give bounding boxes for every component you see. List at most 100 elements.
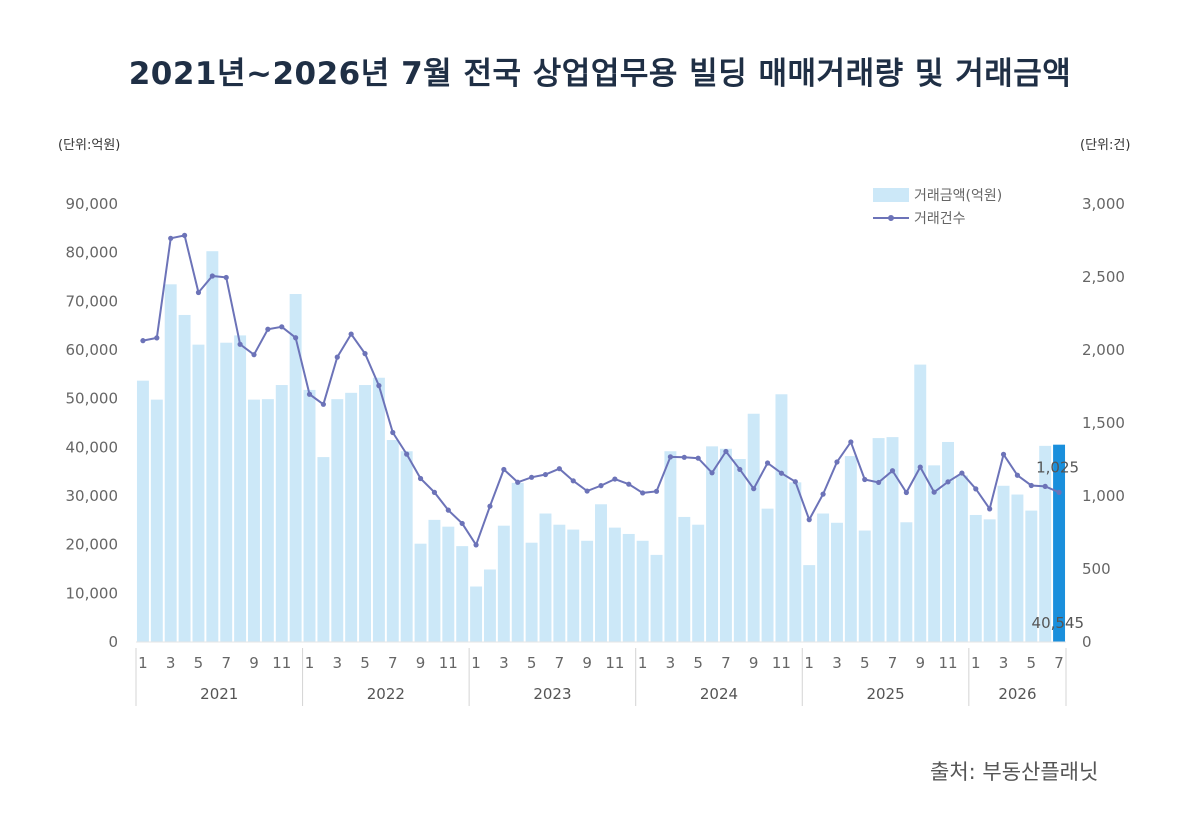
line-point — [265, 326, 271, 332]
x-tick-label: 7 — [888, 654, 898, 672]
line-point — [334, 354, 340, 360]
line-point — [542, 471, 549, 478]
line-point — [293, 335, 299, 341]
bar — [220, 342, 233, 642]
line-point — [348, 331, 354, 337]
line-point — [584, 488, 590, 494]
right-tick-label: 1,500 — [1082, 414, 1125, 432]
bar — [997, 485, 1010, 642]
bar — [1025, 510, 1038, 642]
year-label: 2026 — [998, 685, 1036, 703]
line-point — [1028, 482, 1034, 489]
bar — [442, 526, 455, 642]
bar — [886, 437, 899, 642]
line-point — [626, 481, 632, 487]
bar — [969, 514, 982, 642]
x-tick-label: 1 — [138, 654, 148, 672]
line-point — [1056, 489, 1062, 495]
bar — [248, 399, 260, 642]
bar — [178, 314, 191, 642]
line-point — [223, 274, 229, 281]
line-point — [306, 391, 313, 397]
line-point — [445, 507, 451, 513]
line-point — [1000, 451, 1007, 457]
data-labels: 1,025 40,545 — [1032, 458, 1085, 632]
x-tick-label: 1 — [971, 654, 981, 672]
bar — [456, 546, 469, 642]
bar — [289, 294, 302, 642]
bar — [803, 565, 816, 642]
bar — [942, 441, 954, 642]
bar — [303, 389, 316, 642]
bar — [775, 394, 788, 642]
line-point — [667, 454, 674, 460]
x-tick-label: 9 — [582, 654, 592, 672]
x-tick-label: 1 — [638, 654, 648, 672]
line-point — [598, 483, 604, 489]
bar — [608, 527, 621, 642]
x-tick-label: 5 — [860, 654, 870, 672]
right-tick-label: 3,000 — [1082, 195, 1125, 213]
left-tick-label: 20,000 — [66, 536, 119, 554]
bar — [206, 251, 219, 642]
line-point — [834, 459, 840, 465]
line-point — [209, 273, 215, 279]
line-point — [751, 486, 757, 492]
legend-line-label: 거래건수 — [914, 211, 966, 227]
line-point — [612, 476, 618, 482]
x-tick-label: 5 — [360, 654, 370, 672]
bar — [164, 284, 177, 642]
line-point — [903, 489, 909, 496]
bar — [844, 456, 857, 642]
line-point — [417, 475, 424, 482]
bar — [692, 524, 705, 642]
bar — [581, 540, 594, 642]
line-point — [515, 479, 521, 485]
year-label: 2022 — [367, 685, 405, 703]
bar — [858, 530, 871, 642]
left-tick-label: 50,000 — [66, 390, 119, 408]
bar — [275, 385, 288, 642]
line-point — [181, 232, 188, 238]
bar — [872, 438, 885, 642]
left-tick-label: 30,000 — [66, 487, 119, 505]
left-tick-label: 10,000 — [66, 584, 119, 602]
bar — [595, 504, 607, 642]
line-point — [390, 429, 396, 436]
line-point — [876, 479, 882, 486]
line-point — [556, 466, 562, 472]
x-tick-label: 3 — [499, 654, 509, 672]
line-point — [487, 503, 493, 509]
line-point — [279, 324, 285, 330]
line-point — [806, 517, 812, 523]
left-tick-label: 80,000 — [66, 244, 119, 262]
bar — [761, 508, 774, 642]
x-tick-label: 9 — [915, 654, 925, 672]
bar — [900, 522, 913, 642]
line-point — [376, 383, 382, 389]
x-tick-label: 1 — [804, 654, 814, 672]
line-point — [459, 520, 465, 527]
right-axis-unit: (단위:건) — [1080, 138, 1131, 153]
bar — [261, 399, 274, 642]
line-point — [529, 474, 535, 480]
bar — [317, 457, 330, 642]
line-point — [945, 479, 951, 485]
x-tick-label: 11 — [772, 654, 791, 672]
line-point — [640, 490, 646, 496]
x-tick-label: 7 — [221, 654, 231, 672]
bar — [678, 516, 691, 642]
bar-series — [136, 251, 1066, 642]
line-point — [168, 235, 174, 241]
line-point — [931, 489, 937, 495]
left-axis-ticks: 0 10,000 20,000 30,000 40,000 50,000 60,000 70,… — [66, 195, 119, 651]
x-tick-label: 7 — [388, 654, 398, 672]
line-point — [764, 460, 771, 466]
bar — [1011, 494, 1024, 642]
bar — [831, 522, 843, 642]
line-point — [251, 352, 257, 358]
left-tick-label: 0 — [108, 633, 118, 651]
right-tick-label: 0 — [1082, 633, 1092, 651]
bar — [470, 586, 483, 642]
bar — [511, 482, 524, 642]
